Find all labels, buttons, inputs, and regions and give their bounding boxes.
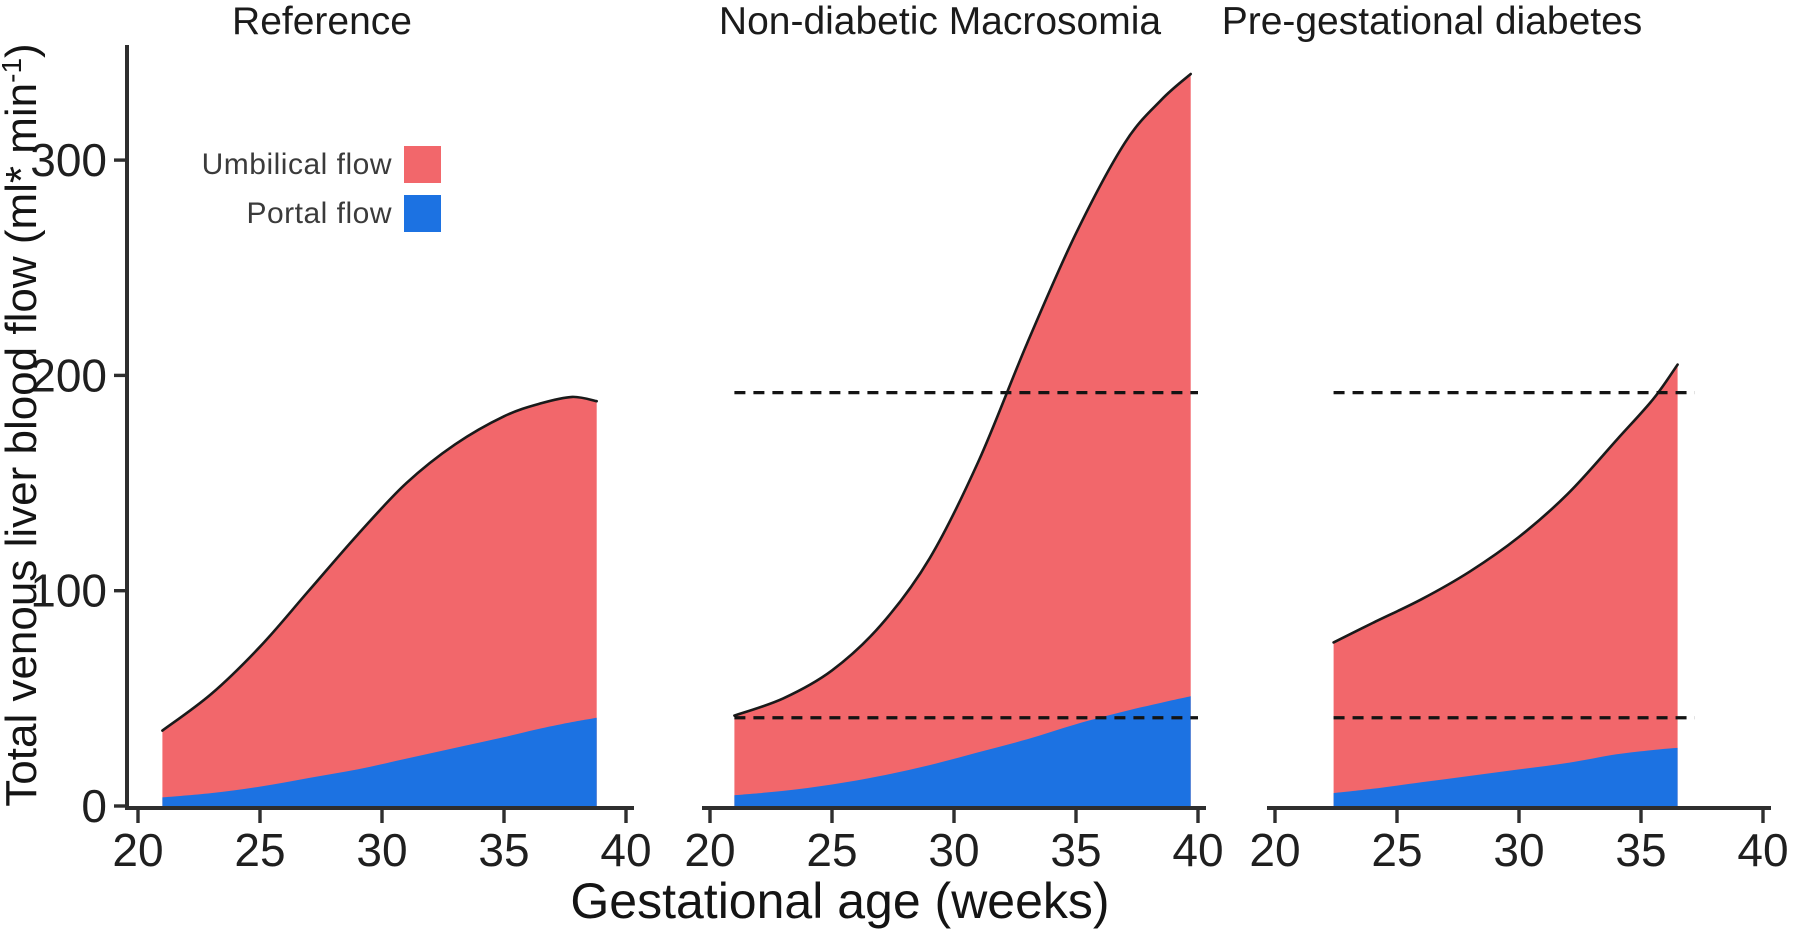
- legend-label-portal: Portal flow: [246, 196, 392, 230]
- y-axis-label: Total venous liver blood flow (ml* min-1…: [0, 43, 46, 806]
- x-tick-label: 35: [1050, 824, 1101, 876]
- x-tick-label: 40: [600, 824, 651, 876]
- legend-item-portal: Portal flow: [196, 195, 441, 232]
- portal-flow-swatch-icon: [404, 195, 441, 232]
- y-tick-label: 100: [30, 565, 107, 617]
- panel-reference: 20 25 30 35 40 Reference: [112, 0, 651, 876]
- umbilical-flow-area: [734, 74, 1191, 806]
- x-axis-label: Gestational age (weeks): [570, 873, 1109, 929]
- x-tick-label: 25: [1371, 824, 1422, 876]
- y-tick-label: 300: [30, 134, 107, 186]
- x-tick-label: 20: [112, 824, 163, 876]
- x-tick-label: 30: [928, 824, 979, 876]
- umbilical-flow-swatch-icon: [404, 146, 441, 183]
- x-tick-label: 40: [1737, 824, 1788, 876]
- panel-title: Reference: [232, 0, 412, 43]
- portal-flow-area: [162, 717, 597, 806]
- total-flow-curve: [161, 395, 598, 732]
- panel-non-diabetic-macrosomia: 20 25 30 35 40 Non-diabetic Macrosomia: [684, 0, 1223, 876]
- legend-item-umbilical: Umbilical flow: [196, 146, 441, 183]
- panel-pre-gestational-diabetes: 20 25 30 35 40 Pre-gestational diabetes: [1222, 0, 1789, 876]
- portal-flow-area: [1333, 747, 1678, 806]
- umbilical-flow-area: [162, 396, 597, 806]
- x-tick-label: 40: [1172, 824, 1223, 876]
- y-tick-label: 0: [81, 780, 107, 832]
- x-tick-label: 25: [234, 824, 285, 876]
- panel-title: Non-diabetic Macrosomia: [719, 0, 1161, 43]
- total-flow-curve: [1332, 363, 1679, 644]
- x-tick-label: 35: [478, 824, 529, 876]
- portal-flow-area: [734, 696, 1191, 806]
- x-tick-label: 20: [1249, 824, 1300, 876]
- legend: Umbilical flow Portal flow: [196, 146, 441, 232]
- umbilical-flow-area: [1333, 364, 1678, 806]
- legend-label-umbilical: Umbilical flow: [201, 147, 392, 181]
- x-tick-label: 35: [1615, 824, 1666, 876]
- x-tick-label: 30: [1493, 824, 1544, 876]
- x-tick-label: 25: [806, 824, 857, 876]
- x-tick-label: 20: [684, 824, 735, 876]
- x-tick-label: 30: [356, 824, 407, 876]
- total-flow-curve: [733, 72, 1192, 717]
- panel-title: Pre-gestational diabetes: [1222, 0, 1643, 43]
- y-tick-label: 200: [30, 349, 107, 401]
